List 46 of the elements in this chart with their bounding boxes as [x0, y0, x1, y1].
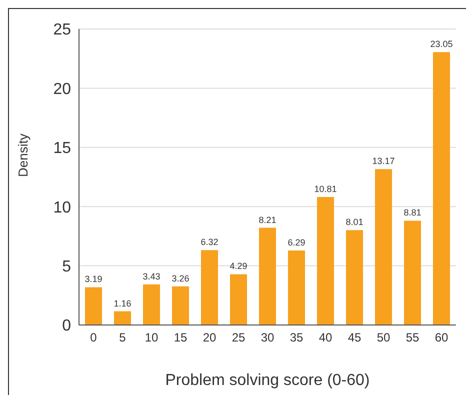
bar [433, 52, 450, 325]
y-tick-label: 5 [62, 258, 72, 276]
bar [346, 230, 363, 325]
data-label: 3.19 [84, 274, 102, 284]
bar [172, 286, 189, 325]
x-tick-label: 5 [119, 330, 126, 345]
data-label: 8.01 [346, 217, 364, 228]
x-tick-label: 60 [434, 330, 448, 345]
bar [375, 169, 392, 325]
bar [317, 197, 334, 325]
y-tick-label: 20 [53, 80, 72, 98]
data-label: 13.17 [372, 156, 395, 166]
x-tick-label: 35 [290, 330, 304, 345]
bar [85, 287, 102, 325]
bar [404, 220, 421, 325]
data-label: 8.81 [404, 208, 422, 218]
data-label: 3.26 [172, 273, 190, 284]
data-label: 10.81 [314, 184, 337, 194]
data-label: 1.16 [114, 298, 132, 308]
bar [114, 311, 131, 325]
x-tick-label: 20 [202, 330, 216, 345]
y-tick-label: 25 [53, 22, 72, 39]
bar [288, 250, 305, 325]
x-tick-label: 50 [376, 330, 390, 345]
x-tick-label: 10 [144, 330, 158, 345]
x-tick-label: 0 [90, 330, 98, 345]
y-axis-title: Density [16, 133, 31, 177]
data-label: 8.21 [258, 214, 276, 225]
data-label: 3.43 [142, 271, 160, 282]
x-tick-label: 15 [174, 330, 188, 345]
x-axis-title: Problem solving score (0-60) [165, 372, 370, 389]
bar [259, 228, 276, 325]
x-tick-label: 25 [232, 330, 246, 345]
data-label: 4.29 [230, 261, 248, 272]
data-label: 6.29 [288, 238, 306, 248]
x-tick-label: 40 [318, 330, 332, 345]
y-tick-label: 10 [53, 199, 72, 216]
x-tick-label: 30 [260, 330, 274, 345]
data-label: 23.05 [430, 39, 453, 50]
y-tick-label: 15 [53, 140, 72, 158]
x-tick-label: 55 [406, 330, 420, 345]
x-tick-label: 45 [348, 330, 362, 345]
bar [201, 250, 218, 325]
data-label: 6.32 [200, 237, 218, 248]
bar [143, 284, 160, 325]
bar [230, 274, 247, 325]
